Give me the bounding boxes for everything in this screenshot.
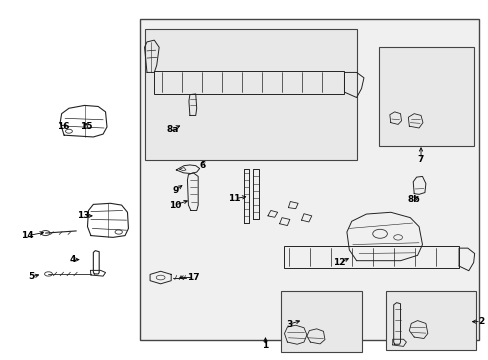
Text: 7: 7: [417, 155, 423, 164]
Text: 11: 11: [228, 194, 241, 203]
Text: 8b: 8b: [407, 195, 419, 204]
Bar: [378, 47, 473, 146]
Bar: [140, 19, 478, 339]
Bar: [281, 291, 361, 352]
Bar: [283, 246, 458, 268]
Text: 5: 5: [28, 272, 35, 281]
Text: 17: 17: [186, 273, 199, 282]
Text: 14: 14: [21, 231, 34, 240]
Text: 16: 16: [57, 122, 69, 131]
Text: 9: 9: [172, 185, 178, 194]
Text: 4: 4: [69, 255, 76, 264]
Bar: [385, 291, 475, 350]
Text: 12: 12: [333, 258, 345, 267]
Text: 3: 3: [285, 320, 292, 329]
Text: 6: 6: [200, 161, 206, 170]
Text: 13: 13: [77, 211, 90, 220]
Text: 15: 15: [80, 122, 92, 131]
Text: 10: 10: [168, 201, 181, 210]
Text: 2: 2: [477, 317, 483, 326]
Text: 8a: 8a: [166, 125, 178, 134]
Bar: [144, 30, 356, 160]
Text: 1: 1: [262, 341, 268, 350]
Bar: [154, 71, 344, 94]
